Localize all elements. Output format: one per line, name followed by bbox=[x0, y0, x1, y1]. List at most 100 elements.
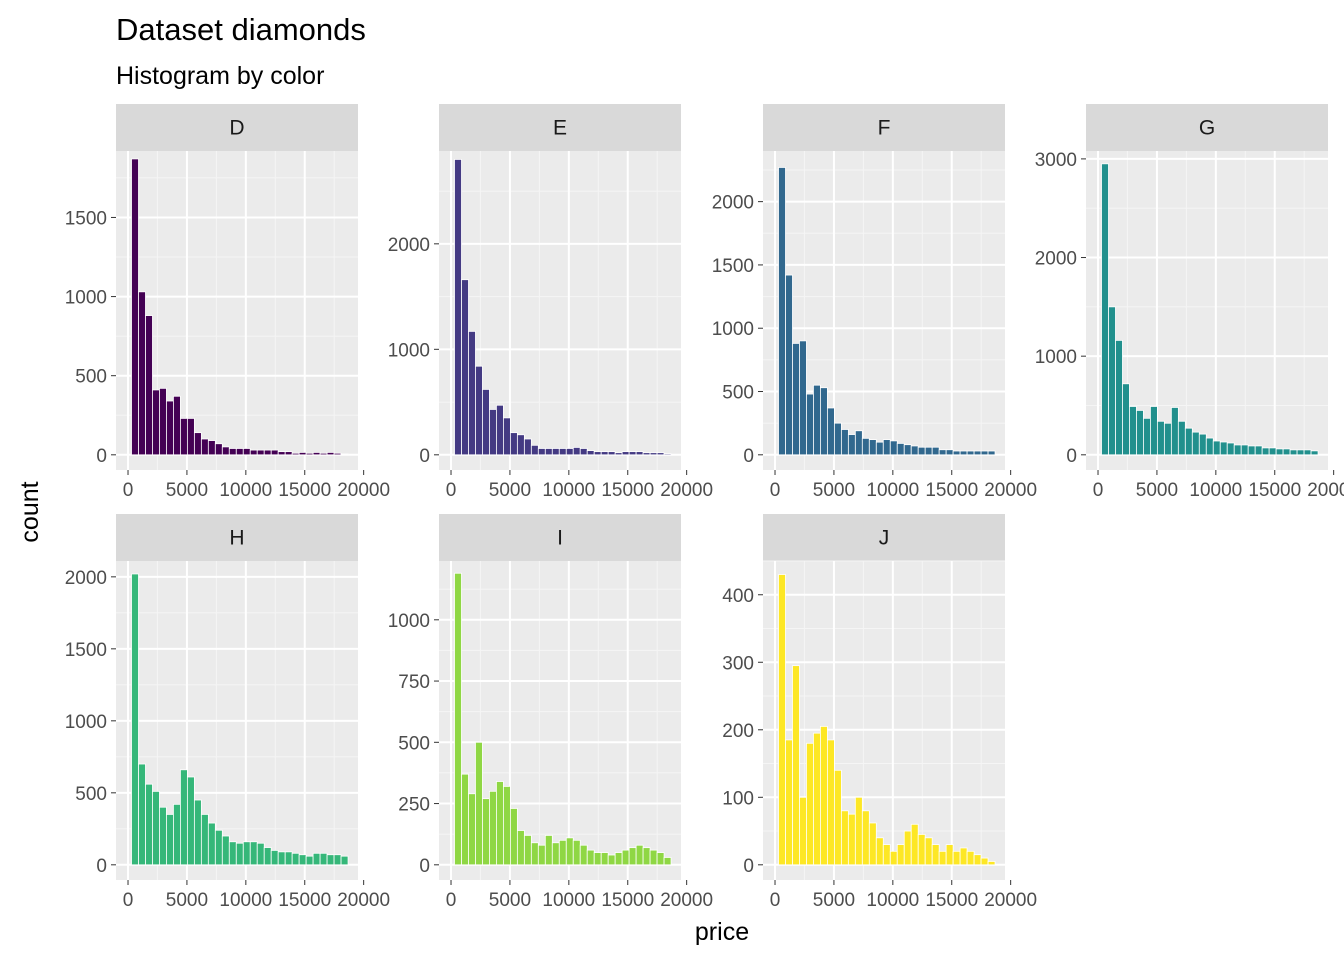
y-tick-label: 1500 bbox=[712, 256, 754, 277]
histogram-bar bbox=[544, 835, 553, 866]
histogram-bar bbox=[827, 739, 835, 866]
histogram-bar bbox=[207, 440, 216, 456]
facet-strip bbox=[763, 104, 1005, 151]
histogram-bar bbox=[1268, 447, 1277, 456]
histogram-bar bbox=[833, 422, 842, 456]
facet-strip bbox=[763, 514, 1005, 561]
histogram-bar bbox=[600, 852, 609, 866]
histogram-bar bbox=[461, 279, 469, 456]
y-tick-label: 1000 bbox=[388, 611, 430, 632]
histogram-bar bbox=[551, 448, 560, 456]
histogram-bar bbox=[966, 450, 975, 456]
histogram-bar bbox=[544, 448, 553, 456]
y-tick-label: 0 bbox=[1066, 446, 1077, 467]
histogram-bar bbox=[159, 806, 167, 866]
histogram-bar bbox=[214, 443, 223, 456]
histogram-bar bbox=[799, 796, 807, 866]
histogram-bar bbox=[847, 434, 856, 456]
histogram-bar bbox=[806, 742, 814, 866]
facet-strip bbox=[1086, 104, 1328, 151]
histogram-bar bbox=[291, 852, 300, 866]
histogram-bar bbox=[509, 808, 518, 866]
histogram-bar bbox=[607, 451, 616, 456]
histogram-bar bbox=[242, 841, 251, 866]
histogram-bar bbox=[980, 857, 989, 866]
y-tick-label: 2000 bbox=[65, 568, 107, 589]
histogram-bar bbox=[1226, 442, 1235, 456]
histogram-bar bbox=[959, 847, 968, 866]
histogram-bar bbox=[924, 837, 933, 866]
histogram-bar bbox=[312, 452, 321, 456]
histogram-bar bbox=[558, 839, 567, 866]
histogram-bar bbox=[1129, 406, 1137, 456]
x-tick-label: 5000 bbox=[489, 890, 531, 911]
histogram-bar bbox=[952, 450, 961, 456]
histogram-bar bbox=[152, 389, 160, 456]
histogram-bar bbox=[284, 851, 293, 866]
histogram-bar bbox=[938, 449, 947, 456]
histogram-bar bbox=[193, 799, 202, 866]
histogram-bar bbox=[263, 847, 272, 866]
histogram-bar bbox=[875, 837, 884, 866]
histogram-bar bbox=[496, 404, 504, 456]
histogram-bar bbox=[489, 409, 497, 456]
histogram-bar bbox=[475, 365, 483, 456]
histogram-bar bbox=[861, 437, 870, 456]
histogram-bar bbox=[475, 741, 483, 866]
histogram-bar bbox=[1170, 407, 1179, 456]
histogram-bar bbox=[799, 340, 807, 456]
histogram-bar bbox=[642, 452, 651, 456]
x-tick-label: 20000 bbox=[984, 890, 1037, 911]
x-tick-label: 10000 bbox=[219, 480, 272, 501]
y-tick-label: 1000 bbox=[712, 319, 754, 340]
histogram-bar bbox=[980, 450, 989, 456]
histogram-bar bbox=[656, 852, 665, 866]
histogram-bar bbox=[1233, 444, 1242, 456]
x-tick-label: 20000 bbox=[660, 890, 713, 911]
histogram-bar bbox=[228, 841, 237, 866]
histogram-bar bbox=[1143, 417, 1151, 456]
histogram-bar bbox=[656, 452, 665, 456]
histogram-bar bbox=[235, 448, 244, 456]
histogram-bar bbox=[180, 418, 188, 456]
x-axis-title: price bbox=[695, 918, 749, 946]
y-tick-label: 0 bbox=[96, 446, 107, 467]
histogram-bar bbox=[228, 448, 237, 456]
histogram-bar bbox=[917, 446, 926, 456]
histogram-bar bbox=[551, 842, 560, 866]
facet-strip-label: F bbox=[878, 117, 891, 140]
x-tick-label: 0 bbox=[123, 480, 134, 501]
histogram-bar bbox=[847, 813, 856, 866]
histogram-bar bbox=[973, 854, 982, 866]
facet-strip bbox=[116, 104, 358, 151]
y-tick-label: 0 bbox=[743, 446, 754, 467]
histogram-bar bbox=[340, 453, 349, 456]
y-tick-label: 1000 bbox=[388, 340, 430, 361]
histogram-bar bbox=[910, 445, 919, 456]
histogram-bar bbox=[792, 343, 800, 456]
histogram-bar bbox=[537, 844, 546, 866]
histogram-bar bbox=[593, 852, 602, 866]
histogram-bar bbox=[579, 844, 588, 866]
y-tick-label: 100 bbox=[722, 788, 754, 809]
x-tick-label: 5000 bbox=[813, 480, 855, 501]
histogram-bar bbox=[663, 857, 672, 866]
y-axis-title: count bbox=[16, 481, 44, 542]
histogram-bar bbox=[186, 776, 195, 866]
histogram-bar bbox=[889, 440, 898, 456]
histogram-bar bbox=[509, 432, 518, 456]
x-tick-label: 15000 bbox=[925, 890, 978, 911]
histogram-bar bbox=[145, 783, 153, 866]
histogram-bar bbox=[861, 810, 870, 866]
histogram-bar bbox=[249, 449, 258, 456]
histogram-bar bbox=[138, 291, 146, 456]
histogram-bar bbox=[854, 796, 863, 866]
histogram-bar bbox=[138, 763, 146, 866]
x-tick-label: 10000 bbox=[542, 890, 595, 911]
histogram-bar bbox=[333, 452, 342, 456]
histogram-bar bbox=[235, 842, 244, 866]
x-tick-label: 20000 bbox=[660, 480, 713, 501]
